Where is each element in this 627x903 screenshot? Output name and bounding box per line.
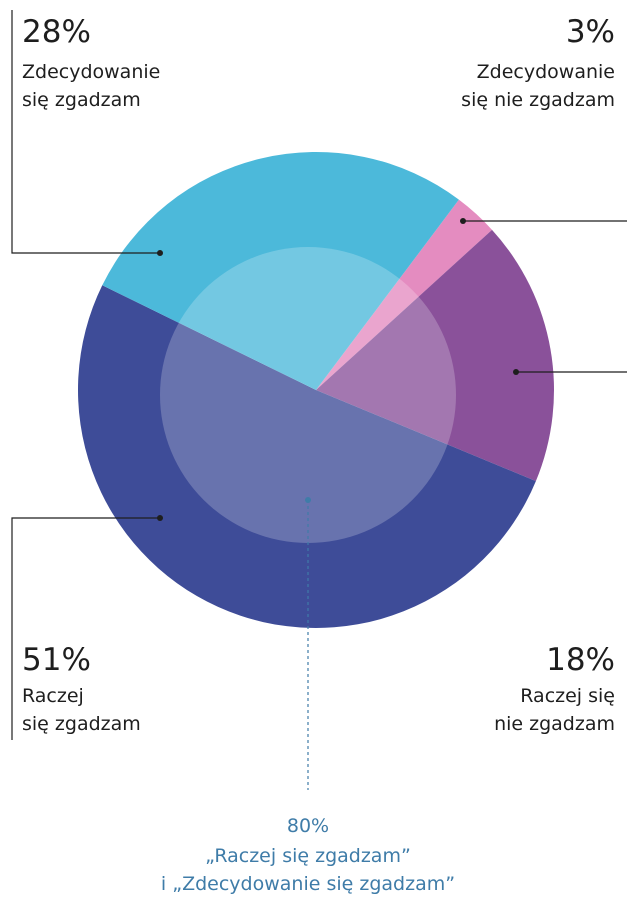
- value-label: 3%: [565, 14, 615, 50]
- annotation-value: 80%: [286, 815, 330, 837]
- pie-slice: [77, 285, 536, 629]
- pie-slice: [102, 151, 459, 390]
- category-label: Zdecydowanie się zgadzam: [22, 61, 161, 111]
- leader-line: [11, 517, 160, 740]
- inner-highlight: [160, 247, 456, 543]
- category-label: Zdecydowanie się nie zgadzam: [461, 61, 615, 111]
- category-label: Raczej się nie zgadzam: [494, 685, 615, 735]
- value-label: 28%: [22, 14, 91, 50]
- value-label: 51%: [22, 642, 91, 678]
- leader-dot: [513, 369, 519, 375]
- leader-dot: [460, 218, 466, 224]
- annotation-text: „Raczej się zgadzam” i „Zdecydowanie się…: [160, 845, 456, 895]
- category-label: Raczej się zgadzam: [22, 685, 141, 735]
- leader-dot: [157, 515, 163, 521]
- leader-dot: [305, 497, 311, 503]
- value-label: 18%: [546, 642, 615, 678]
- pie-slice: [316, 199, 493, 390]
- pie-slice: [316, 229, 554, 482]
- leader-line: [11, 10, 160, 254]
- leader-dot: [157, 250, 163, 256]
